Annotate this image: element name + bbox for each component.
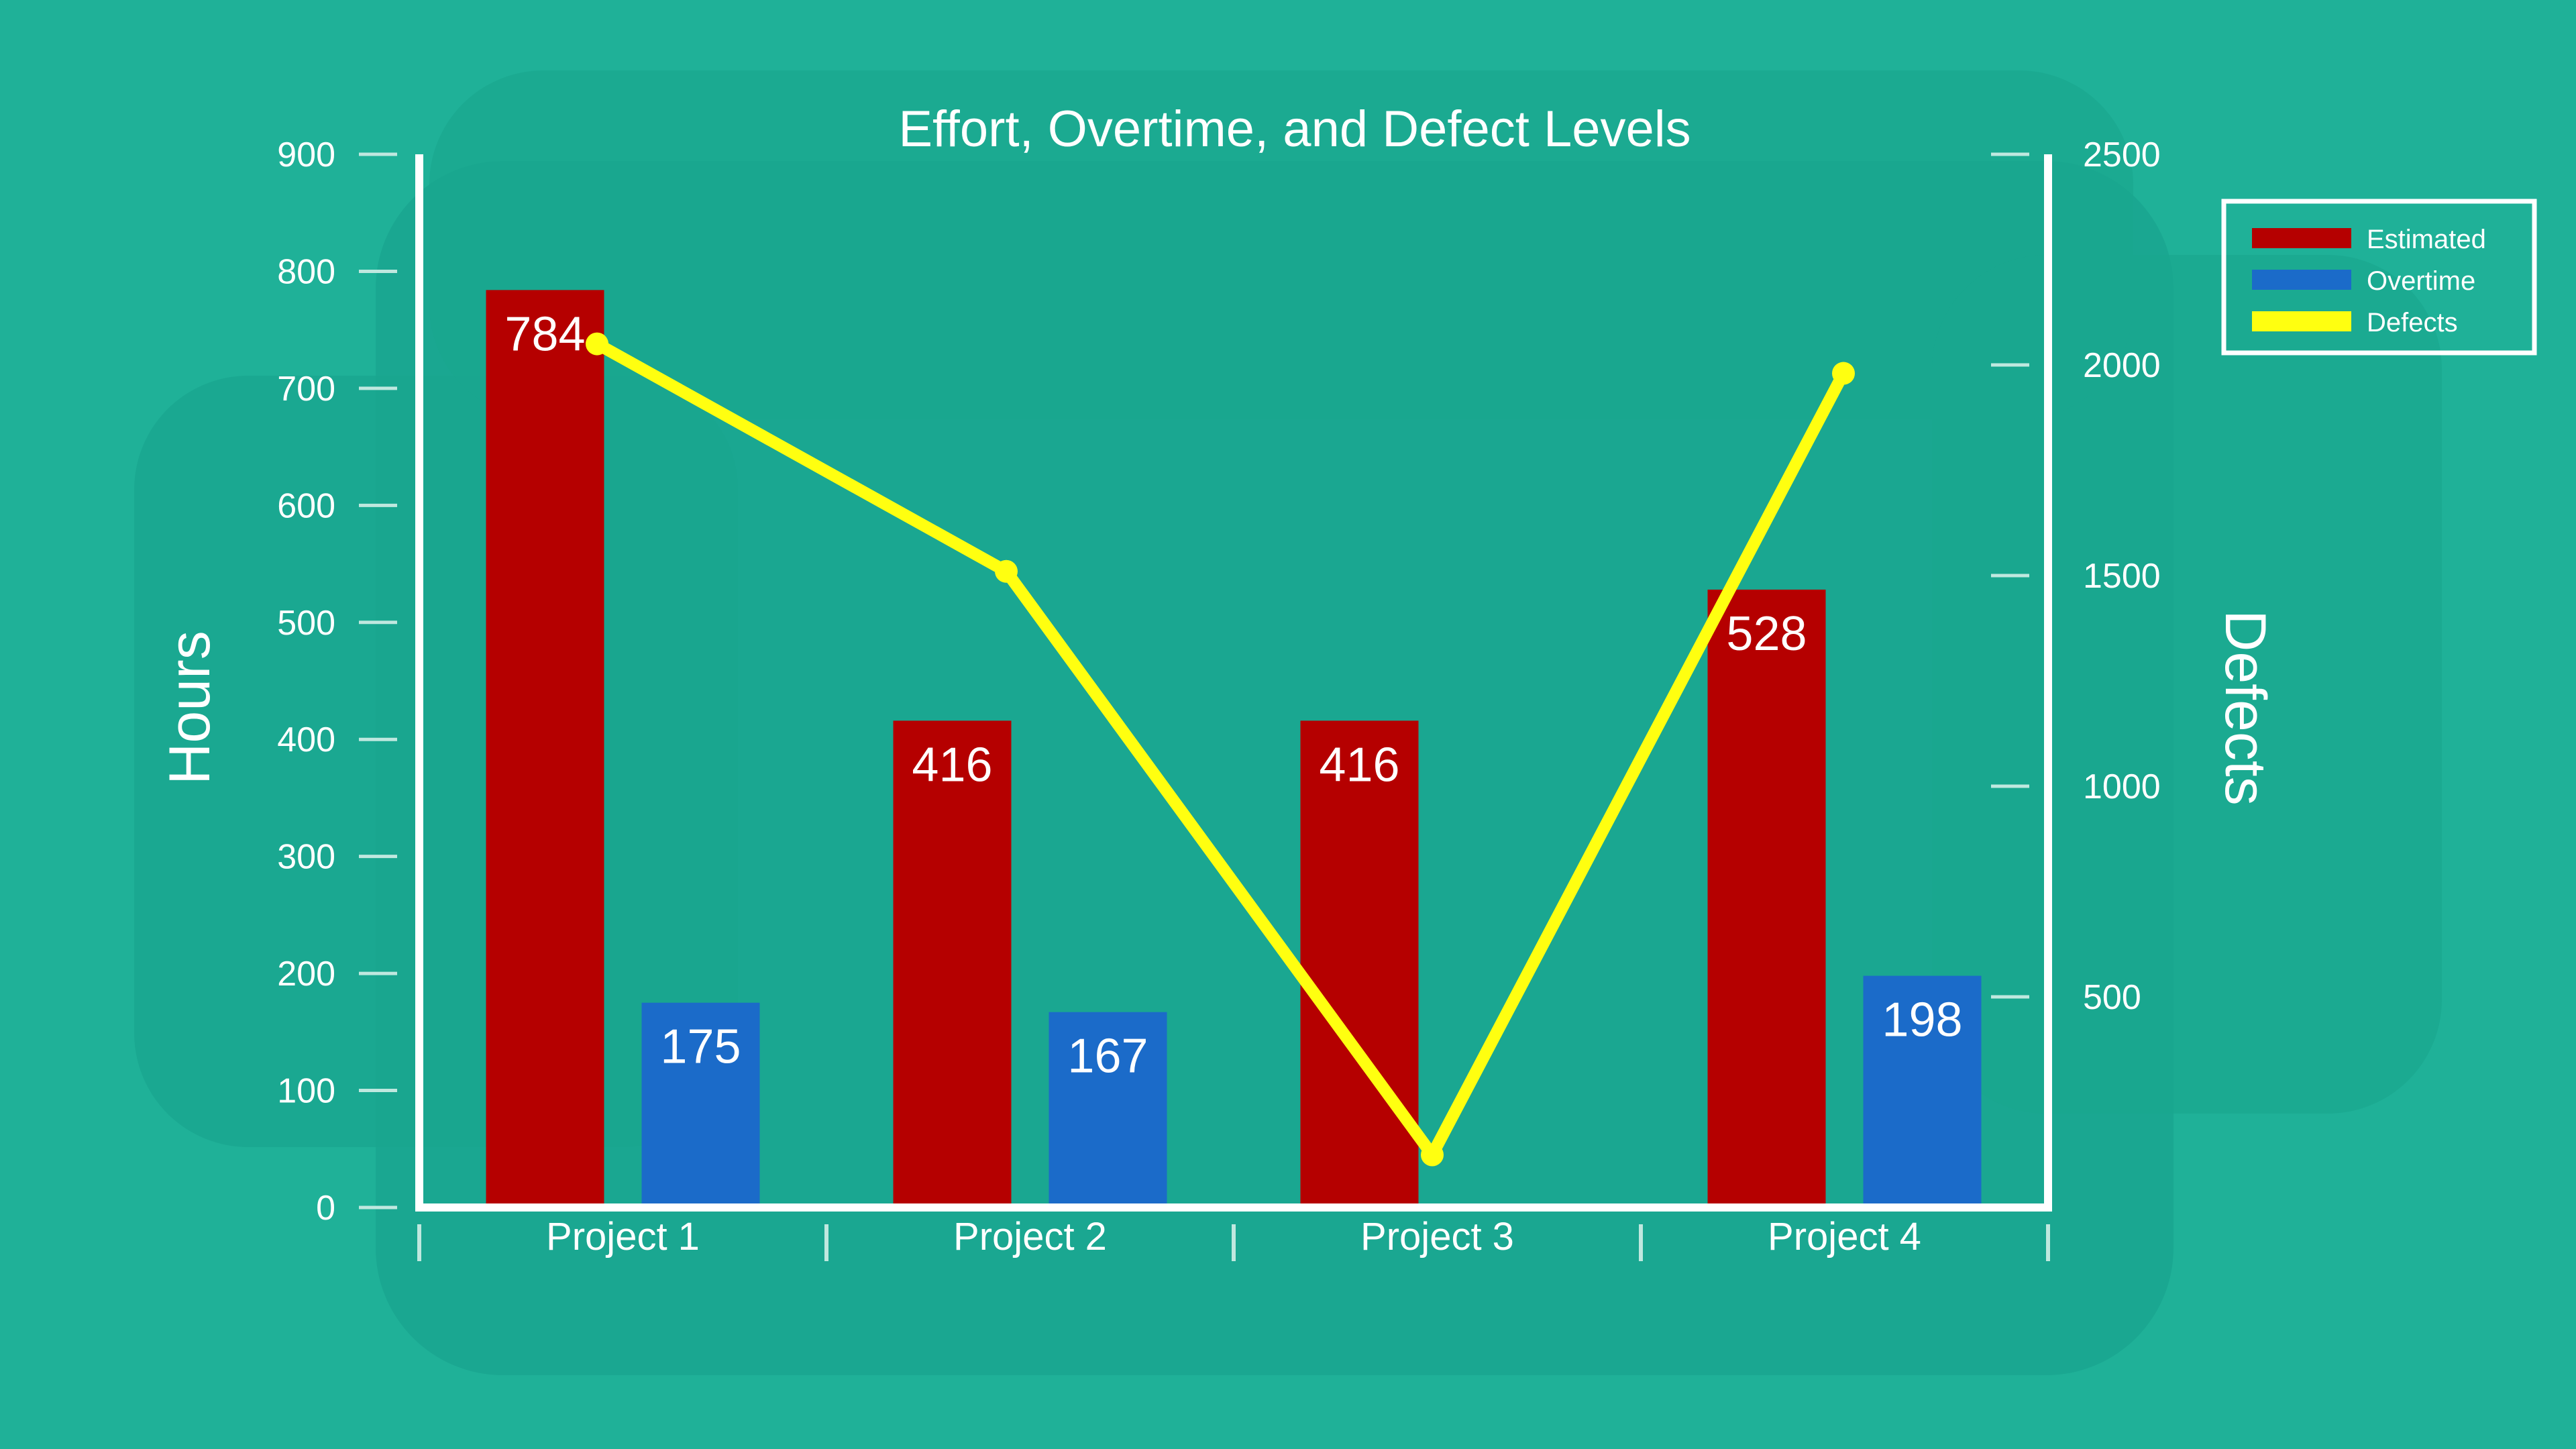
legend-swatch-estimated xyxy=(2252,228,2351,248)
bar-estimated xyxy=(1300,720,1419,1208)
bar-value-label: 167 xyxy=(1067,1030,1148,1083)
x-tick-label: Project 3 xyxy=(1360,1215,1514,1258)
left-tick-label: 700 xyxy=(277,370,335,409)
background-panel-top xyxy=(429,70,2133,419)
left-tick-label: 800 xyxy=(277,252,335,291)
bar-overtime xyxy=(1863,975,1982,1208)
bar-value-label: 175 xyxy=(660,1020,741,1074)
legend-swatch-defects xyxy=(2252,311,2351,331)
legend-box xyxy=(2221,199,2537,356)
left-tick-label: 500 xyxy=(277,604,335,643)
x-tick-label: Project 4 xyxy=(1768,1215,1921,1258)
right-axis: 500 1000 1500 2000 2500 xyxy=(1991,136,2161,1210)
background-panel-right xyxy=(1932,255,2442,1114)
y2-axis-label: Defects xyxy=(2213,610,2277,806)
defects-point xyxy=(1832,362,1855,385)
bar-estimated xyxy=(893,720,1012,1208)
defects-point xyxy=(995,559,1018,583)
defects-line xyxy=(591,337,1849,1161)
defects-line-layer xyxy=(586,332,1855,1167)
right-tick-label: 2000 xyxy=(2083,346,2161,385)
bar-estimated xyxy=(1707,589,1826,1208)
left-tick-label: 100 xyxy=(277,1072,335,1111)
x-tick-label: Project 1 xyxy=(546,1215,700,1258)
right-tick-label: 1000 xyxy=(2083,767,2161,806)
left-axis: 0 100 200 300 400 500 600 700 800 900 xyxy=(277,136,423,1228)
left-tick-label: 300 xyxy=(277,838,335,877)
right-tick-label: 500 xyxy=(2083,978,2141,1017)
x-tick-label: Project 2 xyxy=(953,1215,1107,1258)
x-axis: Project 1 Project 2 Project 3 Project 4 xyxy=(415,1203,2052,1261)
legend: Estimated Overtime Defects xyxy=(2221,199,2537,356)
right-tick-label: 1500 xyxy=(2083,557,2161,596)
left-tick-label: 200 xyxy=(277,955,335,994)
defects-point xyxy=(586,332,608,356)
bars: 784 175 416 167 416 528 198 xyxy=(486,290,1982,1208)
legend-label: Overtime xyxy=(2367,266,2475,296)
bar-estimated xyxy=(486,290,604,1208)
bar-overtime xyxy=(641,1002,760,1208)
legend-label: Estimated xyxy=(2367,225,2486,254)
left-tick-label: 900 xyxy=(277,136,335,174)
right-tick-label: 2500 xyxy=(2083,136,2161,174)
left-tick-label: 400 xyxy=(277,720,335,759)
bar-overtime xyxy=(1049,1012,1167,1208)
legend-label: Defects xyxy=(2367,308,2458,337)
background-decoration xyxy=(134,70,2442,1375)
bar-value-label: 198 xyxy=(1882,994,1962,1047)
bar-value-label: 528 xyxy=(1726,607,1807,661)
left-tick-label: 600 xyxy=(277,486,335,525)
defects-point xyxy=(1421,1143,1444,1167)
y-axis-label: Hours xyxy=(158,631,222,784)
bar-value-label: 416 xyxy=(912,738,992,792)
bar-value-label: 784 xyxy=(504,307,585,361)
left-tick-label: 0 xyxy=(316,1189,335,1228)
legend-swatch-overtime xyxy=(2252,270,2351,290)
bar-value-label: 416 xyxy=(1319,738,1399,792)
chart-title: Effort, Overtime, and Defect Levels xyxy=(898,101,1690,158)
